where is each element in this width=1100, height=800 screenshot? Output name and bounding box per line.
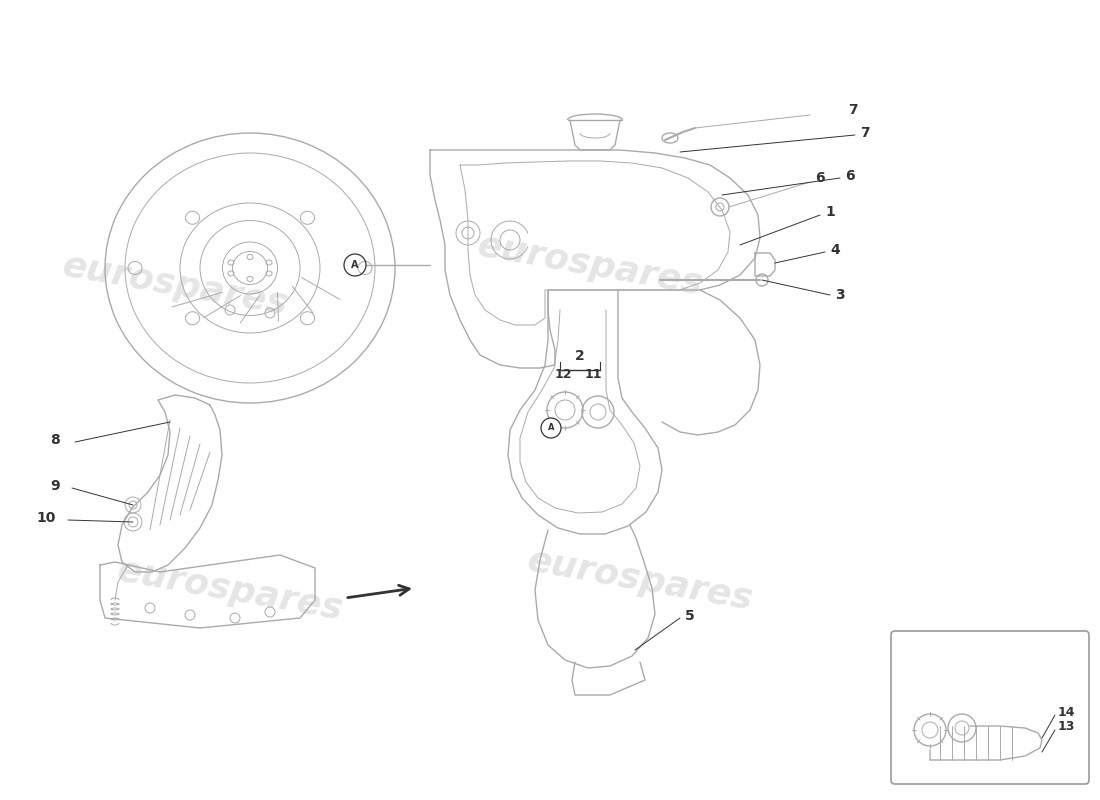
Text: eurospares: eurospares bbox=[474, 229, 705, 302]
Text: eurospares: eurospares bbox=[114, 554, 345, 626]
Text: 3: 3 bbox=[835, 288, 845, 302]
Text: eurospares: eurospares bbox=[59, 249, 290, 322]
Text: 5: 5 bbox=[685, 609, 695, 623]
Text: A: A bbox=[351, 260, 359, 270]
Text: 7: 7 bbox=[860, 126, 870, 140]
Text: 7: 7 bbox=[848, 103, 858, 117]
Text: 6: 6 bbox=[845, 169, 855, 183]
Text: 10: 10 bbox=[36, 511, 56, 525]
Text: A: A bbox=[548, 423, 554, 433]
Text: 4: 4 bbox=[830, 243, 839, 257]
Text: eurospares: eurospares bbox=[525, 543, 756, 617]
Text: 6: 6 bbox=[815, 171, 825, 185]
Text: 14: 14 bbox=[1058, 706, 1076, 718]
Text: 11: 11 bbox=[584, 369, 602, 382]
Text: 1: 1 bbox=[825, 205, 835, 219]
Text: 13: 13 bbox=[1058, 721, 1076, 734]
Text: 9: 9 bbox=[51, 479, 60, 493]
Text: 2: 2 bbox=[575, 349, 585, 363]
FancyBboxPatch shape bbox=[891, 631, 1089, 784]
Circle shape bbox=[541, 418, 561, 438]
Text: 8: 8 bbox=[51, 433, 60, 447]
Text: 12: 12 bbox=[554, 369, 572, 382]
